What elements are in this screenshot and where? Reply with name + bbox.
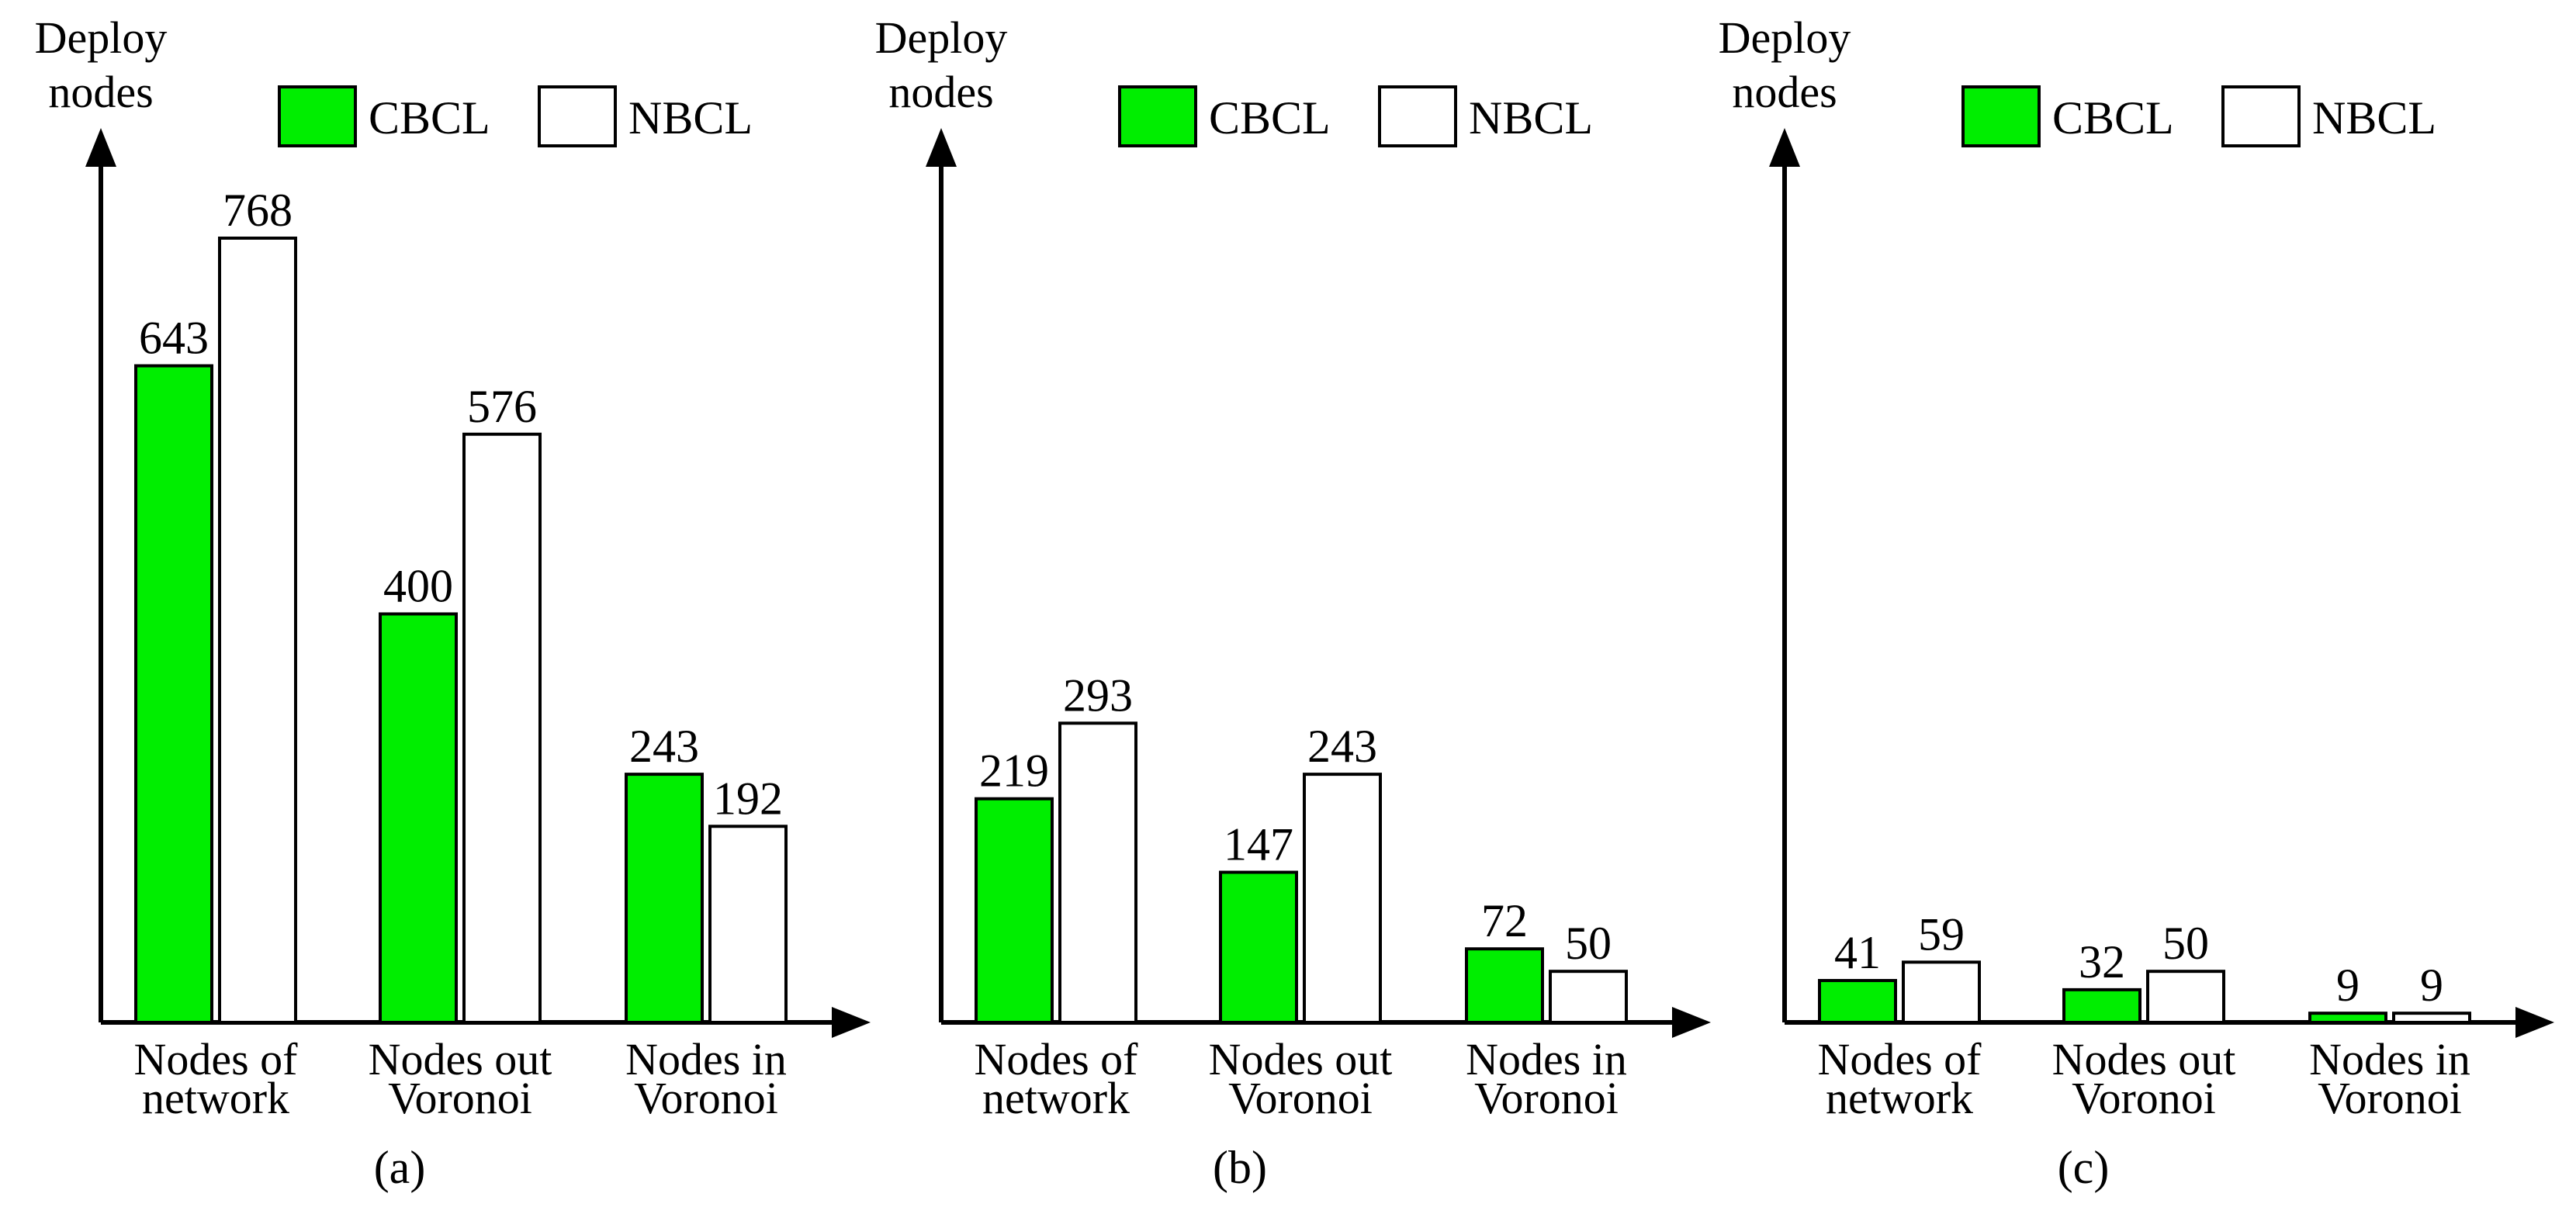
legend-label-cbcl: CBCL <box>2052 92 2174 144</box>
x-tick-label-0-line2: network <box>1826 1073 1973 1123</box>
bar-nbcl-2 <box>2392 1012 2471 1024</box>
data-label-nbcl-1: 243 <box>1307 721 1377 772</box>
bar-cbcl-1 <box>379 612 458 1024</box>
x-tick-label-0-line1: Nodes of <box>133 1034 298 1084</box>
bar-cbcl-0 <box>1818 979 1897 1024</box>
x-tick-label-1-line2: Voronoi <box>1228 1073 1373 1123</box>
y-axis-label-line2: nodes <box>48 67 153 117</box>
y-axis-arrowhead <box>85 128 116 167</box>
bar-nbcl-1 <box>1303 773 1382 1024</box>
x-tick-label-1-line2: Voronoi <box>388 1073 532 1123</box>
legend-label-nbcl: NBCL <box>628 92 753 144</box>
y-axis-label-line1: Deploy <box>35 12 168 63</box>
x-tick-label-0-line1: Nodes of <box>1817 1034 1982 1084</box>
data-label-nbcl-0: 59 <box>1918 908 1965 960</box>
x-tick-label-2-line2: Voronoi <box>1474 1073 1619 1123</box>
x-tick-label-2-line2: Voronoi <box>634 1073 778 1123</box>
x-tick-label-2-line2: Voronoi <box>2318 1073 2462 1123</box>
x-tick-label-2-line1: Nodes in <box>1466 1034 1627 1084</box>
bar-nbcl-0 <box>1902 960 1981 1024</box>
data-label-cbcl-1: 400 <box>383 560 453 611</box>
data-label-nbcl-2: 9 <box>2420 960 2443 1011</box>
bar-nbcl-2 <box>708 825 788 1024</box>
bar-cbcl-1 <box>1219 870 1298 1024</box>
bar-nbcl-0 <box>218 237 297 1024</box>
panel-caption: (a) <box>374 1142 426 1193</box>
bar-cbcl-0 <box>975 797 1054 1024</box>
x-axis-arrowhead <box>832 1007 871 1038</box>
panel-caption: (b) <box>1213 1142 1267 1193</box>
x-tick-label-0-line2: network <box>982 1073 1130 1123</box>
legend-swatch-cbcl <box>1961 85 2041 147</box>
bar-nbcl-1 <box>462 432 542 1024</box>
bar-cbcl-0 <box>134 364 213 1024</box>
bar-cbcl-2 <box>1465 947 1544 1024</box>
legend-label-nbcl: NBCL <box>2312 92 2436 144</box>
x-tick-label-1-line2: Voronoi <box>2072 1073 2216 1123</box>
y-axis-label-line1: Deploy <box>875 12 1008 63</box>
bar-cbcl-2 <box>625 773 704 1024</box>
data-label-cbcl-0: 41 <box>1834 927 1881 978</box>
x-tick-label-0-line2: network <box>142 1073 289 1123</box>
legend-swatch-nbcl <box>2221 85 2301 147</box>
data-label-cbcl-0: 643 <box>139 313 209 364</box>
x-tick-label-1-line1: Nodes out <box>1209 1034 1393 1084</box>
x-axis-arrowhead <box>1672 1007 1711 1038</box>
bar-nbcl-1 <box>2146 970 2225 1024</box>
data-label-cbcl-2: 243 <box>629 721 699 772</box>
data-label-nbcl-0: 768 <box>223 185 293 236</box>
legend-label-cbcl: CBCL <box>1209 92 1331 144</box>
x-tick-label-1-line1: Nodes out <box>2052 1034 2236 1084</box>
y-axis-label-line1: Deploy <box>1719 12 1851 63</box>
legend-swatch-nbcl <box>1378 85 1457 147</box>
legend-swatch-cbcl <box>1118 85 1197 147</box>
data-label-cbcl-0: 219 <box>979 745 1049 797</box>
data-label-cbcl-2: 72 <box>1481 895 1528 946</box>
y-axis-label-line2: nodes <box>1732 67 1837 117</box>
bar-cbcl-1 <box>2062 987 2141 1024</box>
y-axis-label-line2: nodes <box>888 67 993 117</box>
data-label-nbcl-1: 576 <box>467 381 537 432</box>
bar-nbcl-2 <box>1549 970 1628 1024</box>
data-label-cbcl-1: 32 <box>2079 936 2125 987</box>
y-axis-arrowhead <box>926 128 957 167</box>
legend-swatch-cbcl <box>278 85 357 147</box>
data-label-cbcl-2: 9 <box>2336 960 2360 1011</box>
data-label-nbcl-0: 293 <box>1063 669 1133 721</box>
x-axis-arrowhead <box>2515 1007 2554 1038</box>
x-tick-label-2-line1: Nodes in <box>625 1034 787 1084</box>
data-label-nbcl-1: 50 <box>2162 918 2209 969</box>
data-label-cbcl-1: 147 <box>1224 818 1293 870</box>
legend-label-cbcl: CBCL <box>369 92 490 144</box>
x-tick-label-1-line1: Nodes out <box>369 1034 552 1084</box>
legend-swatch-nbcl <box>538 85 617 147</box>
y-axis-arrowhead <box>1769 128 1800 167</box>
data-label-nbcl-2: 192 <box>713 773 783 824</box>
bar-cbcl-2 <box>2308 1012 2387 1024</box>
x-tick-label-2-line1: Nodes in <box>2309 1034 2470 1084</box>
x-tick-label-0-line1: Nodes of <box>974 1034 1138 1084</box>
panel-caption: (c) <box>2058 1142 2110 1193</box>
bar-nbcl-0 <box>1058 721 1137 1024</box>
data-label-nbcl-2: 50 <box>1565 918 1612 969</box>
legend-label-nbcl: NBCL <box>1469 92 1593 144</box>
